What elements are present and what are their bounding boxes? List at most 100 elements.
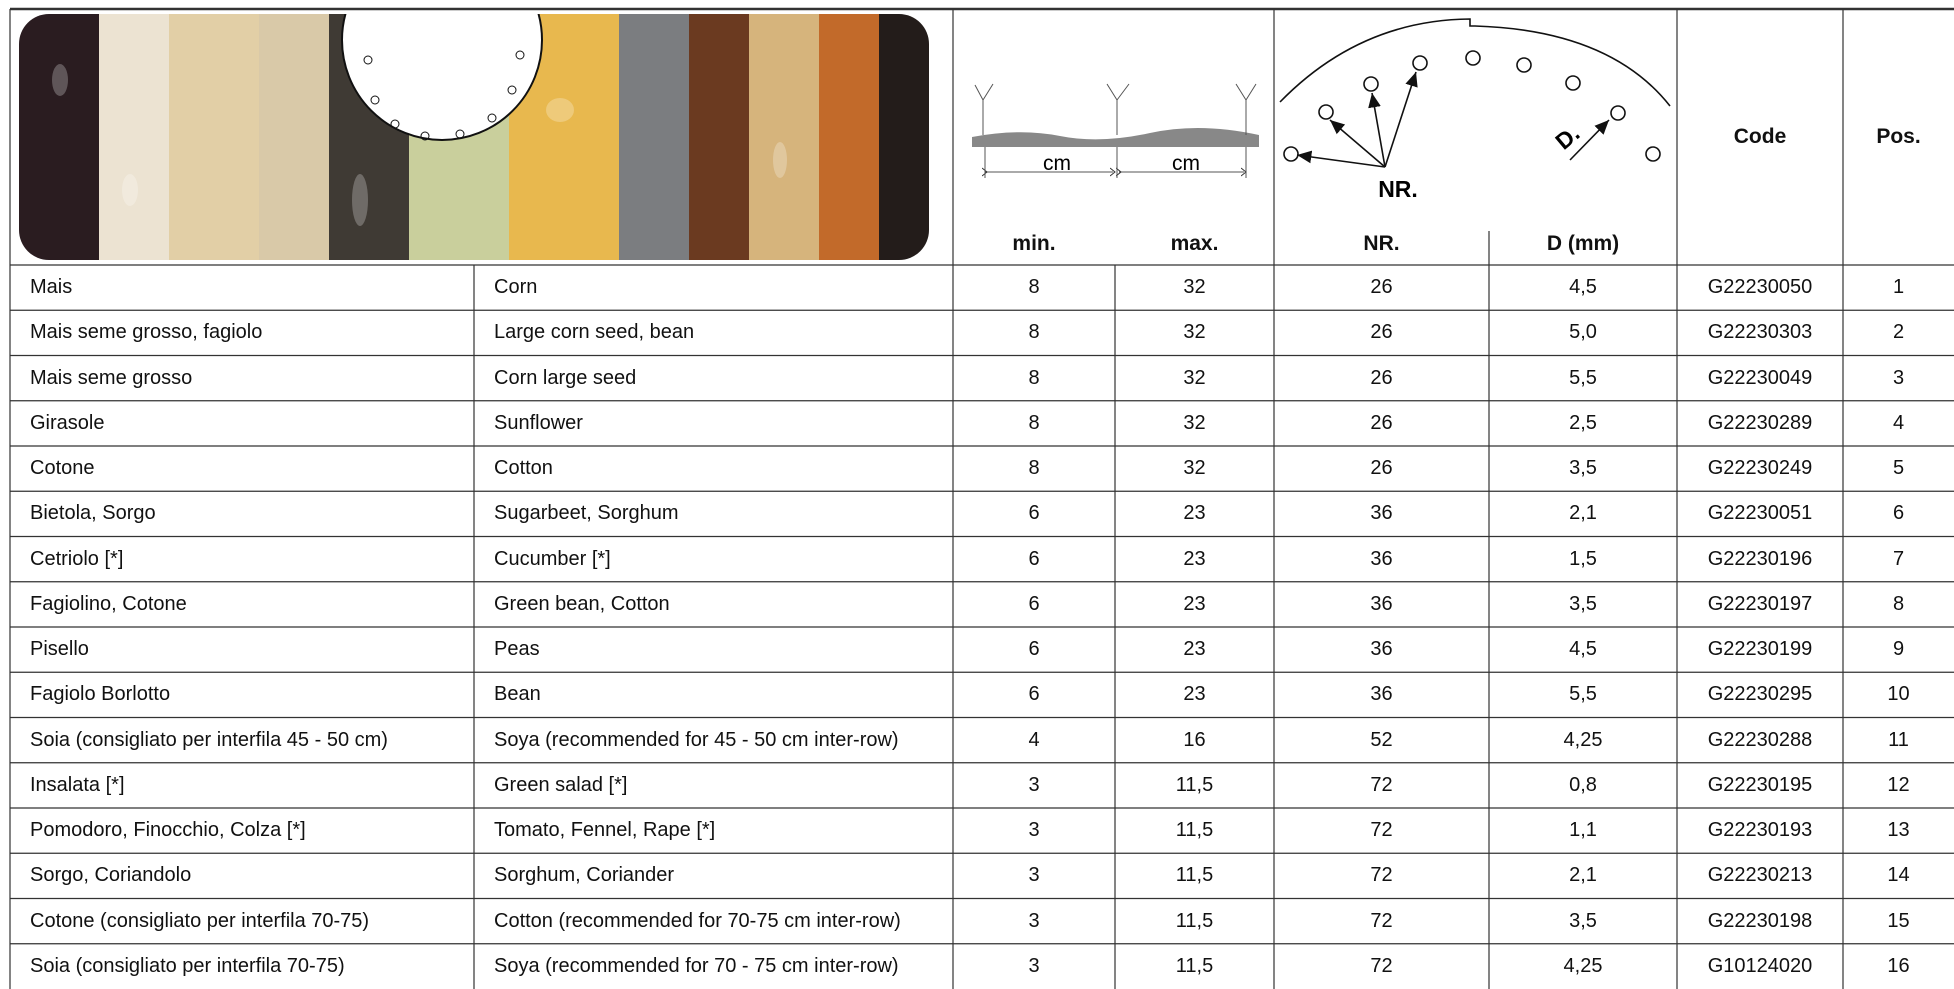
table-cell: 26 xyxy=(1370,411,1393,434)
table-cell: Corn xyxy=(494,276,538,299)
table-cell: Cotton xyxy=(494,457,553,480)
table-cell: 3 xyxy=(1892,366,1905,389)
table-cell: 36 xyxy=(1370,592,1393,615)
table-cell: G22230195 xyxy=(1707,773,1813,796)
table-cell: G22230051 xyxy=(1707,502,1813,525)
table-cell: 32 xyxy=(1183,457,1206,480)
table-cell: 3 xyxy=(1028,864,1040,887)
table-cell: Insalata [*] xyxy=(30,773,125,796)
table-cell: 4,25 xyxy=(1563,728,1603,751)
table-cell: Pisello xyxy=(30,638,89,661)
table-cell: 36 xyxy=(1370,502,1393,525)
table-cell: Fagiolo Borlotto xyxy=(30,683,171,706)
table-cell: 11,5 xyxy=(1175,864,1214,887)
table-cell: 3 xyxy=(1028,773,1040,796)
table-cell: 4,5 xyxy=(1569,638,1597,661)
table-cell: 11,5 xyxy=(1175,819,1214,842)
table-cell: 3,5 xyxy=(1569,457,1597,480)
table-cell: G22230050 xyxy=(1707,276,1813,299)
table-cell: 52 xyxy=(1370,728,1393,751)
table-cell: Green bean, Cotton xyxy=(494,592,670,615)
table-cell: Cetriolo [*] xyxy=(30,547,124,570)
table-cell: 12 xyxy=(1887,773,1910,796)
table-cell: Corn large seed xyxy=(494,366,637,389)
seeds-photo xyxy=(19,14,929,260)
table-cell: 23 xyxy=(1183,683,1206,706)
table-cell: 4,5 xyxy=(1569,276,1597,299)
table-cell: 2,1 xyxy=(1569,864,1597,887)
table-cell: G22230049 xyxy=(1707,366,1813,389)
table-cell: 11,5 xyxy=(1175,909,1214,932)
table-cell: Pomodoro, Finocchio, Colza [*] xyxy=(30,819,306,842)
table-cell: 14 xyxy=(1887,864,1910,887)
table-cell: 6 xyxy=(1028,547,1040,570)
table-cell: 0,8 xyxy=(1569,773,1597,796)
table-cell: 23 xyxy=(1183,638,1206,661)
table-cell: 11,5 xyxy=(1175,954,1214,977)
table-cell: Soia (consigliato per interfila 70-75) xyxy=(30,954,345,977)
table-cell: 72 xyxy=(1370,819,1393,842)
table-cell: 36 xyxy=(1370,683,1393,706)
table-cell: Girasole xyxy=(30,411,105,434)
column-header: D (mm) xyxy=(1546,232,1620,255)
table-cell: 3 xyxy=(1028,954,1040,977)
table-cell: Cotone (consigliato per interfila 70-75) xyxy=(30,909,370,932)
table-cell: Bietola, Sorgo xyxy=(30,502,156,525)
table-cell: 6 xyxy=(1028,592,1040,615)
table-cell: 26 xyxy=(1370,321,1393,344)
table-cell: 32 xyxy=(1183,276,1206,299)
column-header: Code xyxy=(1733,125,1787,148)
table-cell: 1,1 xyxy=(1569,819,1597,842)
table-cell: Cotone xyxy=(30,457,95,480)
table-cell: 16 xyxy=(1183,728,1206,751)
table-cell: 23 xyxy=(1183,502,1206,525)
table-cell: G22230213 xyxy=(1707,864,1813,887)
table-cell: 6 xyxy=(1028,638,1040,661)
table-cell: 4 xyxy=(1028,728,1040,751)
table-cell: Sugarbeet, Sorghum xyxy=(494,502,679,525)
table-cell: Soya (recommended for 70 - 75 cm inter-r… xyxy=(494,954,899,977)
table-cell: Mais xyxy=(30,276,73,299)
table-cell: 8 xyxy=(1028,411,1040,434)
column-header: max. xyxy=(1170,232,1219,255)
table-cell: G10124020 xyxy=(1707,954,1813,977)
table-cell: Sorgo, Coriandolo xyxy=(30,864,192,887)
table-cell: 5,5 xyxy=(1569,683,1597,706)
table-cell: 2,5 xyxy=(1569,411,1597,434)
table-cell: Sorghum, Coriander xyxy=(494,864,675,887)
table-cell: Fagiolino, Cotone xyxy=(30,592,187,615)
table-cell: 15 xyxy=(1887,909,1910,932)
table-cell: 3,5 xyxy=(1569,592,1597,615)
table-cell: 7 xyxy=(1892,547,1905,570)
table-cell: 32 xyxy=(1183,411,1206,434)
table-cell: 72 xyxy=(1370,864,1393,887)
table-cell: 26 xyxy=(1370,276,1393,299)
table-cell: Mais seme grosso xyxy=(30,366,193,389)
table-cell: Sunflower xyxy=(494,411,583,434)
table-cell: 13 xyxy=(1887,819,1910,842)
table-cell: 3,5 xyxy=(1569,909,1597,932)
table-cell: 36 xyxy=(1370,638,1393,661)
table-cell: G22230197 xyxy=(1707,592,1813,615)
table-cell: 5,5 xyxy=(1569,366,1597,389)
table-cell: G22230289 xyxy=(1707,411,1813,434)
column-header: Pos. xyxy=(1876,125,1921,148)
table-cell: 6 xyxy=(1028,502,1040,525)
disc-diagram xyxy=(1279,18,1671,168)
table-cell: Bean xyxy=(494,683,541,706)
diagram-label: NR. xyxy=(1378,176,1418,202)
table-cell: Large corn seed, bean xyxy=(494,321,695,344)
table-cell: 5 xyxy=(1892,457,1905,480)
table-cell: G22230249 xyxy=(1707,457,1813,480)
table-cell: 8 xyxy=(1028,321,1040,344)
table-cell: 72 xyxy=(1370,773,1393,796)
table-cell: Soia (consigliato per interfila 45 - 50 … xyxy=(30,728,388,751)
table-cell: G22230198 xyxy=(1707,909,1813,932)
table-cell: 23 xyxy=(1183,592,1206,615)
table-cell: 2,1 xyxy=(1569,502,1597,525)
table-cell: G22230288 xyxy=(1707,728,1813,751)
table-cell: 1 xyxy=(1892,276,1905,299)
table-cell: 4 xyxy=(1892,411,1905,434)
table-cell: Soya (recommended for 45 - 50 cm inter-r… xyxy=(494,728,899,751)
